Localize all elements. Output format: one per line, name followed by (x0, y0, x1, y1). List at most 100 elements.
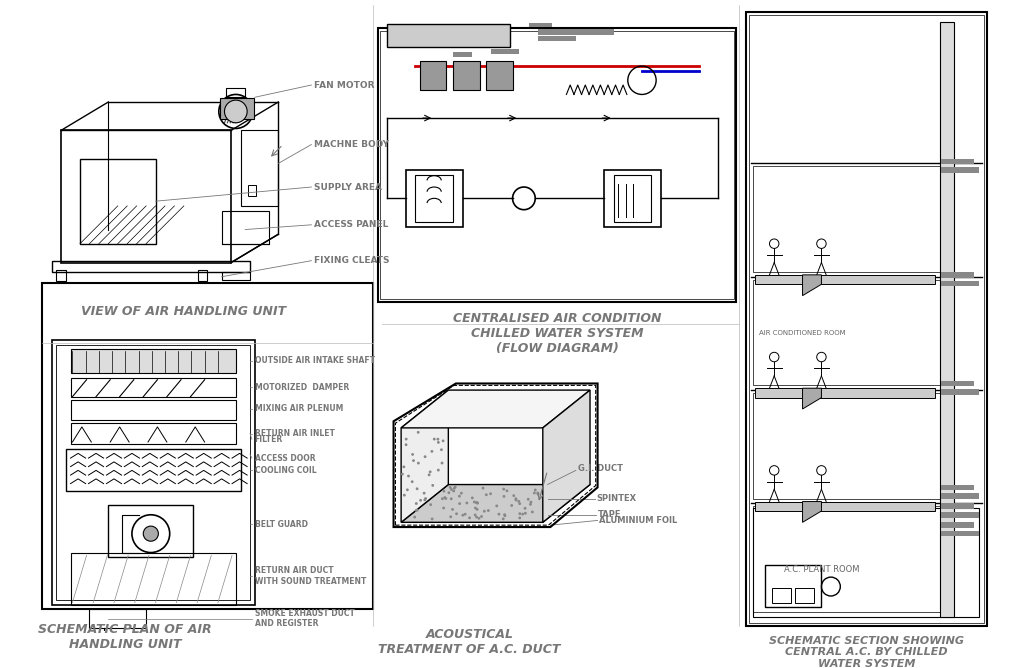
Circle shape (502, 495, 505, 498)
Circle shape (411, 480, 413, 483)
Bar (941, 531, 979, 536)
Circle shape (405, 438, 408, 440)
Bar (753, 280, 947, 385)
Bar (226, 88, 246, 98)
Circle shape (443, 490, 446, 492)
Circle shape (531, 510, 534, 514)
Bar (941, 493, 979, 499)
Bar (746, 12, 987, 626)
Circle shape (468, 516, 471, 519)
Polygon shape (543, 390, 590, 522)
Circle shape (449, 486, 452, 489)
Circle shape (143, 526, 158, 541)
Bar (109, 505, 193, 557)
Polygon shape (803, 502, 821, 522)
Bar (755, 388, 935, 397)
Bar (57, 270, 66, 281)
Circle shape (473, 500, 476, 504)
Circle shape (432, 438, 435, 440)
Text: RETURN AIR DUCT
WITH SOUND TREATMENT: RETURN AIR DUCT WITH SOUND TREATMENT (255, 566, 366, 586)
Text: MOTORIZED  DAMPER: MOTORIZED DAMPER (255, 383, 349, 391)
Bar (941, 159, 974, 164)
Circle shape (416, 509, 418, 512)
Bar (66, 449, 241, 491)
Bar (241, 130, 278, 206)
Circle shape (428, 470, 431, 473)
Circle shape (412, 459, 415, 462)
Text: A.C. PLANT ROOM: A.C. PLANT ROOM (784, 565, 859, 574)
Bar (586, 29, 614, 35)
Circle shape (453, 490, 455, 492)
Circle shape (423, 456, 426, 458)
Circle shape (441, 448, 443, 451)
Circle shape (460, 492, 463, 494)
Circle shape (406, 488, 409, 491)
Bar (753, 166, 947, 272)
Circle shape (501, 518, 504, 520)
Text: FIXING CLEATS: FIXING CLEATS (315, 257, 390, 265)
Bar (764, 565, 821, 607)
Circle shape (405, 444, 407, 446)
Circle shape (415, 502, 418, 505)
Bar (941, 522, 974, 528)
Circle shape (519, 502, 521, 505)
Text: SUPPLY AREA: SUPPLY AREA (315, 182, 383, 192)
Circle shape (530, 501, 533, 504)
Bar (80, 159, 155, 244)
Circle shape (487, 509, 490, 512)
Text: ACOUSTICAL
TREATMENT OF A.C. DUCT: ACOUSTICAL TREATMENT OF A.C. DUCT (379, 628, 560, 656)
Bar (941, 167, 979, 173)
Bar (749, 15, 984, 623)
Bar (52, 261, 250, 272)
Text: OUTSIDE AIR INTAKE SHAFT: OUTSIDE AIR INTAKE SHAFT (255, 356, 375, 365)
Circle shape (533, 492, 536, 494)
Circle shape (513, 494, 516, 497)
Bar (70, 552, 235, 605)
Text: SCHEMATIC PLAN OF AIR
HANDLING UNIT: SCHEMATIC PLAN OF AIR HANDLING UNIT (38, 623, 212, 651)
Circle shape (534, 488, 537, 492)
Bar (753, 506, 947, 612)
Circle shape (522, 512, 524, 516)
Bar (755, 275, 935, 285)
Circle shape (403, 466, 405, 468)
Polygon shape (401, 484, 590, 522)
Circle shape (480, 515, 483, 518)
Circle shape (476, 502, 479, 504)
Circle shape (519, 516, 521, 519)
Circle shape (427, 474, 430, 476)
Text: COOLING COIL: COOLING COIL (255, 466, 317, 475)
Bar (61, 130, 231, 263)
Polygon shape (401, 390, 449, 522)
Bar (221, 272, 250, 280)
Circle shape (519, 512, 522, 515)
Circle shape (436, 438, 439, 441)
Circle shape (536, 492, 539, 494)
Bar (43, 283, 373, 609)
Bar (70, 349, 235, 373)
Circle shape (448, 491, 451, 494)
Text: MACHNE BODY: MACHNE BODY (315, 140, 389, 149)
Bar (941, 512, 979, 518)
Text: SPINTEX: SPINTEX (597, 494, 636, 503)
Text: RETURN AIR INLET: RETURN AIR INLET (255, 429, 335, 438)
Circle shape (417, 462, 420, 464)
Bar (604, 170, 661, 226)
Circle shape (407, 475, 410, 478)
Circle shape (477, 517, 480, 520)
Circle shape (419, 499, 422, 502)
Text: AIR CONDITIONED ROOM: AIR CONDITIONED ROOM (759, 331, 845, 337)
Text: CENTRALISED AIR CONDITION
CHILLED WATER SYSTEM
(FLOW DIAGRAM): CENTRALISED AIR CONDITION CHILLED WATER … (453, 312, 661, 355)
Polygon shape (803, 388, 821, 409)
Circle shape (451, 508, 454, 511)
Circle shape (224, 100, 248, 123)
Bar (529, 23, 552, 27)
Circle shape (450, 488, 453, 491)
Bar (453, 61, 479, 90)
Bar (89, 637, 118, 647)
Circle shape (474, 514, 477, 516)
Circle shape (503, 513, 506, 516)
Bar (941, 484, 974, 490)
Text: ACCESS PANEL: ACCESS PANEL (315, 220, 389, 229)
Bar (89, 609, 146, 628)
Bar (755, 502, 935, 511)
